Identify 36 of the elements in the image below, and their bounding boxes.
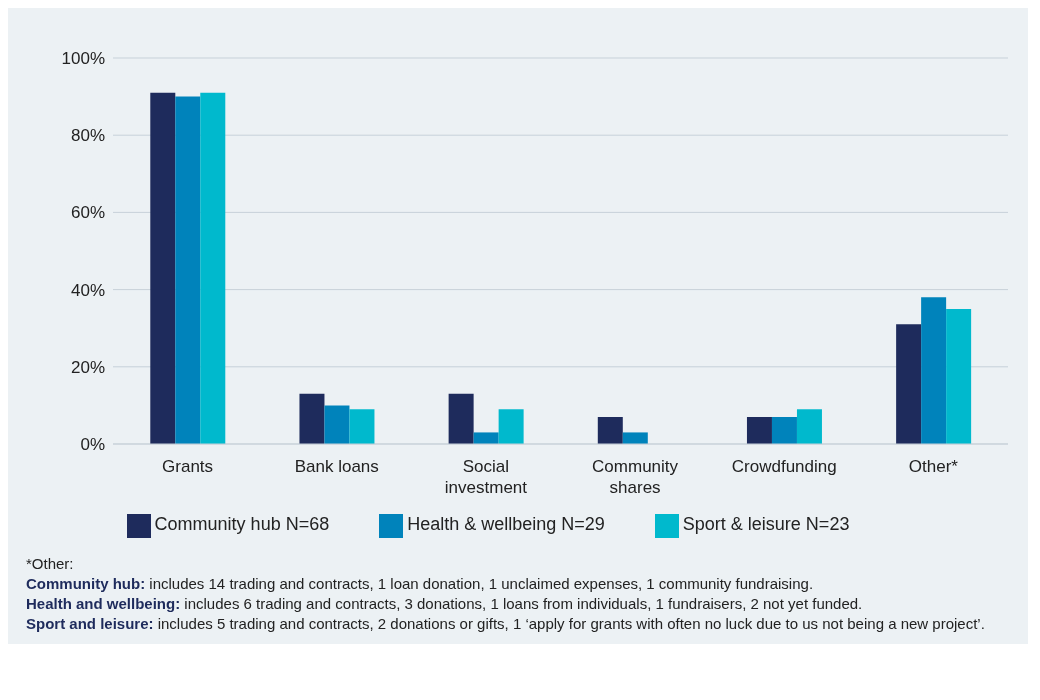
bar <box>349 409 375 444</box>
bar <box>498 409 524 444</box>
text: Community hub: includes 14 trading and contracts, 1 loan donation, 1 unclaimed expenses, 1 community fundraising. <box>26 574 815 594</box>
legend-label: Health & wellbeing N=29 <box>407 514 605 535</box>
text: Health and wellbeing: includes 6 trading and contracts, 3 donations, 1 loans from individuals, 1 fundraisers, 2 not yet funded. <box>26 594 864 614</box>
x-tick-label: Social investment <box>444 457 528 497</box>
x-tick-label: Other* <box>908 457 959 476</box>
x-tick-label: Bank loans <box>294 457 379 476</box>
bar <box>150 92 176 444</box>
bar <box>796 409 822 444</box>
x-tick-label: Grants <box>162 457 214 476</box>
bar <box>324 405 350 444</box>
legend-label: Sport & leisure N=23 <box>682 514 850 535</box>
bar <box>473 432 499 444</box>
x-tick-label: Community shares <box>592 457 679 497</box>
bar <box>771 416 797 444</box>
bar <box>622 432 648 444</box>
y-tick-label: 60% <box>70 203 105 223</box>
bar <box>597 416 623 444</box>
y-tick-label: 40% <box>70 280 105 300</box>
y-tick-label: 0% <box>80 435 105 455</box>
legend-label: Community hub N=68 <box>154 514 330 535</box>
y-tick-label: 20% <box>70 357 105 377</box>
bar <box>200 92 226 444</box>
bar <box>448 393 474 444</box>
bar <box>921 297 947 444</box>
bar <box>746 416 772 444</box>
x-tick-label: Crowdfunding <box>731 457 837 476</box>
bar <box>175 96 201 444</box>
text: *Other: <box>26 554 75 574</box>
bar <box>896 324 922 444</box>
y-tick-label: 100% <box>61 49 105 69</box>
text: Sport and leisure: includes 5 trading and contracts, 2 donations or gifts, 1 ‘apply for grants with often no luck due to us not being a new project’. <box>26 614 986 634</box>
y-tick-label: 80% <box>70 126 105 146</box>
bar <box>946 308 972 444</box>
bar <box>299 393 325 444</box>
